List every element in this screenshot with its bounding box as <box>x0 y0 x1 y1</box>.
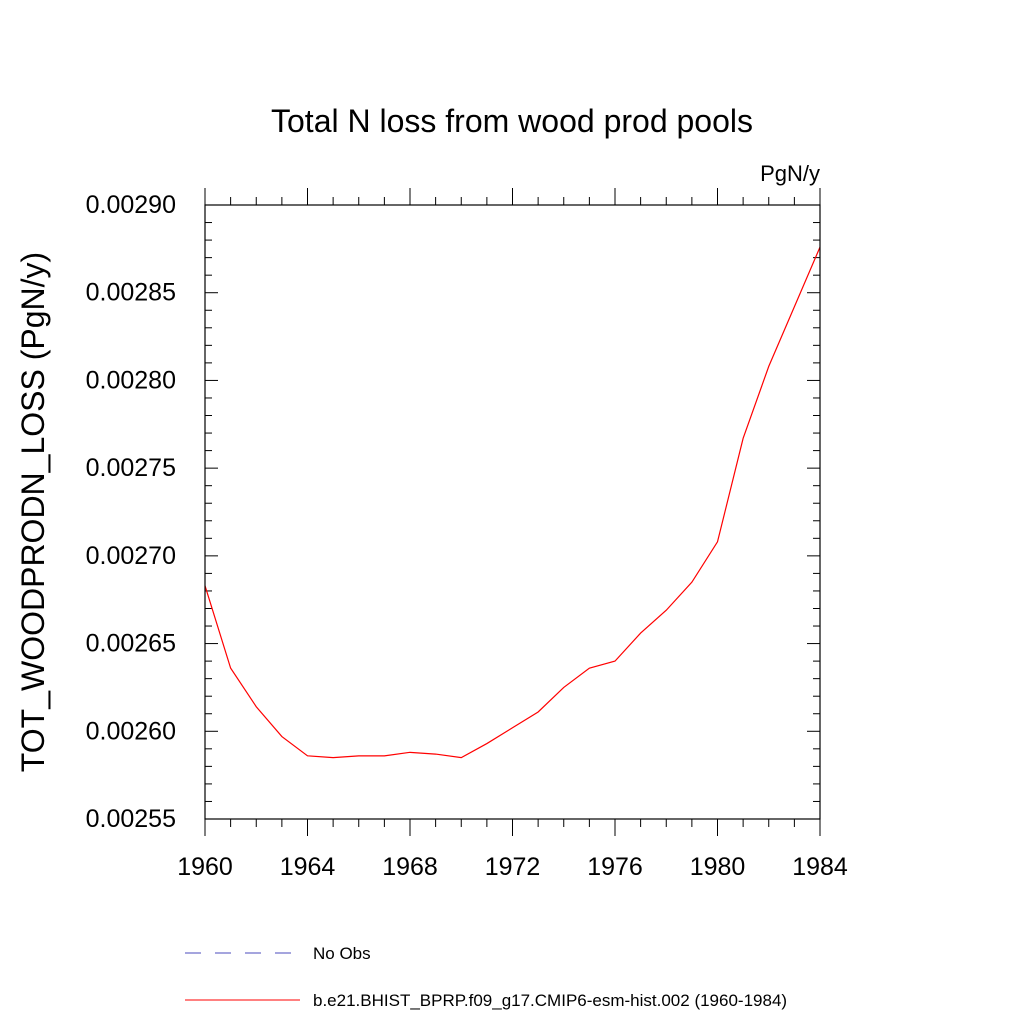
x-tick-labels: 1960 1964 1968 1972 1976 1980 1984 <box>177 853 848 881</box>
y-tick-label: 0.00260 <box>86 717 176 745</box>
plot-frame <box>204 204 821 820</box>
x-tick-label: 1980 <box>690 853 746 881</box>
y-tick-label: 0.00265 <box>86 630 176 658</box>
y-axis-label: TOT_WOODPRODN_LOSS (PgN/y) <box>15 252 51 772</box>
units-label: PgN/y <box>760 161 820 186</box>
chart-title: Total N loss from wood prod pools <box>271 103 753 139</box>
x-tick-label: 1968 <box>382 853 438 881</box>
y-tick-label: 0.00275 <box>86 454 176 482</box>
legend-label-model: b.e21.BHIST_BPRP.f09_g17.CMIP6-esm-hist.… <box>313 991 787 1010</box>
x-tick-label: 1984 <box>792 853 848 881</box>
series-line <box>204 246 821 759</box>
minor-ticks <box>205 197 820 827</box>
y-tick-labels: 0.00255 0.00260 0.00265 0.00270 0.00275 0.002… <box>86 191 176 833</box>
plot-series <box>204 246 821 759</box>
y-tick-label: 0.00285 <box>86 279 176 307</box>
x-tick-label: 1964 <box>280 853 336 881</box>
legend: No Obs b.e21.BHIST_BPRP.f09_g17.CMIP6-es… <box>185 944 787 1010</box>
y-tick-label: 0.00270 <box>86 542 176 570</box>
major-ticks <box>204 188 821 836</box>
y-tick-label: 0.00290 <box>86 191 176 219</box>
x-tick-label: 1976 <box>587 853 643 881</box>
x-tick-label: 1972 <box>485 853 541 881</box>
legend-label-no-obs: No Obs <box>313 944 371 963</box>
y-tick-label: 0.00255 <box>86 805 176 833</box>
y-tick-label: 0.00280 <box>86 366 176 394</box>
x-tick-label: 1960 <box>177 853 233 881</box>
